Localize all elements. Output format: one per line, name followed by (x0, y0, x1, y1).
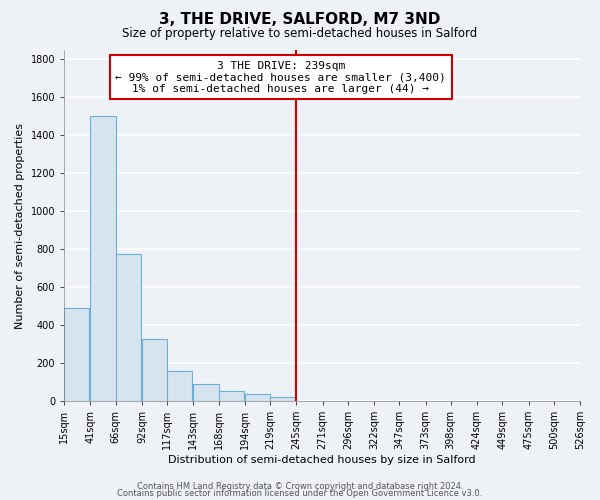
Bar (218, 390, 244, 401)
Bar (91, 116, 116, 401)
Text: 3, THE DRIVE, SALFORD, M7 3ND: 3, THE DRIVE, SALFORD, M7 3ND (160, 12, 440, 28)
Bar (193, 384, 218, 401)
Bar (270, 397, 295, 401)
Text: Size of property relative to semi-detached houses in Salford: Size of property relative to semi-detach… (122, 28, 478, 40)
Bar (167, 370, 193, 401)
X-axis label: Distribution of semi-detached houses by size in Salford: Distribution of semi-detached houses by … (168, 455, 476, 465)
Y-axis label: Number of semi-detached properties: Number of semi-detached properties (15, 122, 25, 328)
Bar (142, 340, 167, 401)
Bar (245, 394, 270, 401)
Bar (116, 254, 141, 401)
Text: Contains HM Land Registry data © Crown copyright and database right 2024.: Contains HM Land Registry data © Crown c… (137, 482, 463, 491)
Text: Contains public sector information licensed under the Open Government Licence v3: Contains public sector information licen… (118, 490, 482, 498)
Bar (64, 308, 89, 401)
Text: 3 THE DRIVE: 239sqm
← 99% of semi-detached houses are smaller (3,400)
1% of semi: 3 THE DRIVE: 239sqm ← 99% of semi-detach… (115, 60, 446, 94)
